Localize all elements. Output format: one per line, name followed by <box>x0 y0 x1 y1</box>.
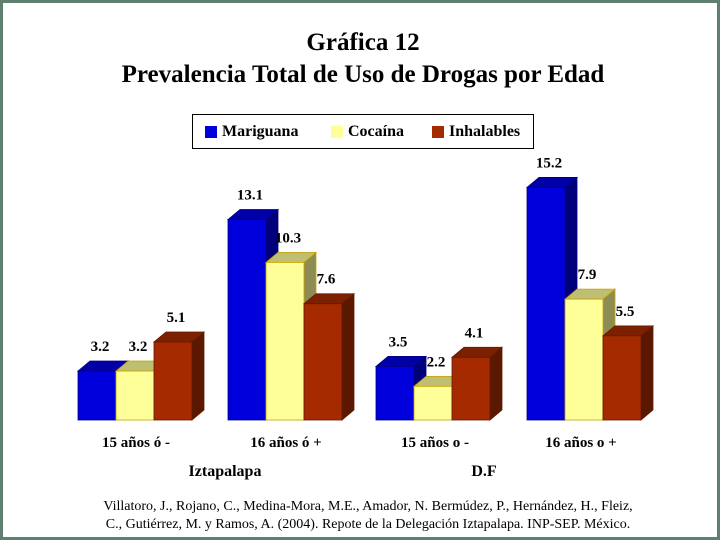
bar-side-inhalables-2 <box>489 346 503 421</box>
data-label-cocaína-3: 7.9 <box>578 267 597 283</box>
bar-cocaína-0 <box>115 370 155 421</box>
source-citation-line-2: C., Gutiérrez, M. y Ramos, A. (2004). Re… <box>105 517 631 532</box>
legend-label-mariguana: Mariguana <box>222 123 299 140</box>
bar-inhalables-2 <box>451 356 491 421</box>
data-label-inhalables-1: 7.6 <box>317 272 336 288</box>
x-tick-label-1: 16 años ó + <box>250 435 321 451</box>
x-tick-label-3: 16 años o + <box>545 435 616 451</box>
legend-swatch-mariguana <box>205 126 217 138</box>
bar-mariguana-2 <box>375 366 415 421</box>
legend-swatch-inhalables <box>432 126 444 138</box>
legend-swatch-cocaina <box>331 126 343 138</box>
data-label-cocaína-0: 3.2 <box>129 339 148 355</box>
data-label-mariguana-1: 13.1 <box>237 188 263 204</box>
data-label-cocaína-1: 10.3 <box>275 230 301 246</box>
group-label-1: D.F <box>471 463 497 480</box>
bar-mariguana-0 <box>77 370 117 421</box>
chart-legend: Mariguana Cocaína Inhalables <box>192 114 534 149</box>
bar-mariguana-1 <box>227 219 267 421</box>
data-label-mariguana-2: 3.5 <box>389 334 408 350</box>
bar-side-inhalables-0 <box>191 331 205 421</box>
chart-title: Gráfica 12 <box>306 29 420 56</box>
bar-chart-plot: 3.2 3.2 5.1 13.1 10.3 7.6 3.5 2.2 4.1 15.2 7.9 5.5 1… <box>76 155 655 480</box>
bar-inhalables-3 <box>602 335 642 421</box>
chart-subtitle: Prevalencia Total de Uso de Drogas por E… <box>121 61 605 88</box>
x-tick-label-2: 15 años o - <box>401 435 469 451</box>
bar-mariguana-3 <box>526 187 566 421</box>
data-label-inhalables-2: 4.1 <box>465 325 484 341</box>
data-label-mariguana-3: 15.2 <box>536 155 562 171</box>
bar-cocaína-3 <box>564 298 604 421</box>
bar-side-inhalables-3 <box>640 324 654 421</box>
data-label-mariguana-0: 3.2 <box>91 339 110 355</box>
bar-cocaína-1 <box>265 262 305 421</box>
source-citation-line-1: Villatoro, J., Rojano, C., Medina-Mora, … <box>103 499 633 514</box>
bar-inhalables-0 <box>153 341 193 421</box>
data-label-inhalables-0: 5.1 <box>167 310 186 326</box>
group-label-0: Iztapalapa <box>189 463 262 480</box>
data-label-cocaína-2: 2.2 <box>427 354 446 370</box>
bar-cocaína-2 <box>413 385 453 421</box>
data-label-inhalables-3: 5.5 <box>616 304 635 320</box>
legend-label-inhalables: Inhalables <box>449 123 521 140</box>
x-tick-label-0: 15 años ó - <box>102 435 170 451</box>
bar-side-inhalables-1 <box>341 292 355 421</box>
legend-label-cocaina: Cocaína <box>348 123 404 140</box>
bar-inhalables-1 <box>303 303 343 421</box>
